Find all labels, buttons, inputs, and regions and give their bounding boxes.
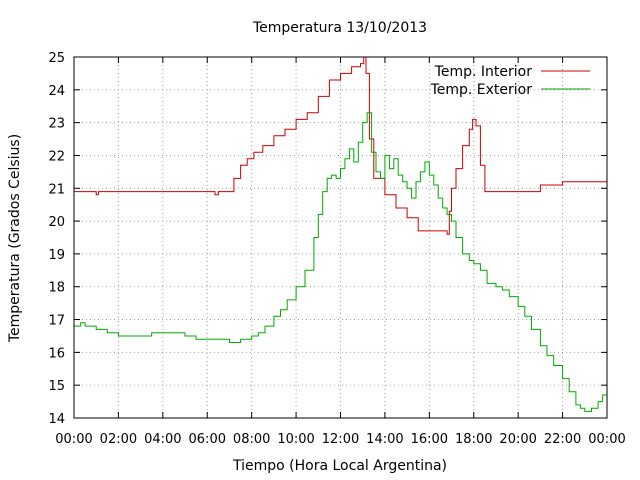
y-tick-label: 18 [48, 281, 65, 296]
x-tick-label: 00:00 [55, 432, 92, 447]
x-tick-label: 18:00 [455, 432, 492, 447]
x-tick-label: 20:00 [499, 432, 536, 447]
x-axis-label: Tiempo (Hora Local Argentina) [232, 458, 447, 474]
x-tick-label: 14:00 [366, 432, 403, 447]
y-axis-label: Temperatura (Grados Celsius) [7, 134, 23, 343]
axis-layer: 00:00 02:00 04:00 06:00 08:00 10:00 12:00 14:00… [48, 51, 625, 447]
legend: Temp. Interior Temp. Exterior [430, 64, 590, 98]
y-tick-label: 23 [48, 117, 65, 132]
chart-title: Temperatura 13/10/2013 [252, 20, 427, 36]
x-tick-label: 00:00 [588, 432, 625, 447]
grid-layer [74, 57, 607, 418]
x-tick-label: 02:00 [100, 432, 137, 447]
series-line-1 [74, 112, 608, 412]
y-tick-label: 21 [48, 182, 65, 197]
x-tick-label: 08:00 [233, 432, 270, 447]
x-tick-label: 10:00 [277, 432, 314, 447]
x-tick-label: 12:00 [322, 432, 359, 447]
y-tick-label: 20 [48, 215, 65, 230]
y-tick-label: 22 [48, 149, 65, 164]
x-tick-label: 04:00 [144, 432, 181, 447]
y-tick-label: 24 [48, 84, 65, 99]
x-tick-label: 16:00 [411, 432, 448, 447]
y-tick-label: 16 [48, 346, 65, 361]
legend-label-1: Temp. Exterior [430, 82, 533, 98]
legend-label-0: Temp. Interior [434, 64, 533, 80]
x-tick-label: 22:00 [544, 432, 581, 447]
y-tick-label: 19 [48, 248, 65, 263]
series-layer [74, 56, 608, 412]
y-tick-label: 17 [48, 314, 65, 329]
y-tick-label: 25 [48, 51, 65, 66]
x-tick-label: 06:00 [189, 432, 226, 447]
y-tick-label: 14 [48, 412, 65, 427]
y-tick-label: 15 [48, 379, 65, 394]
